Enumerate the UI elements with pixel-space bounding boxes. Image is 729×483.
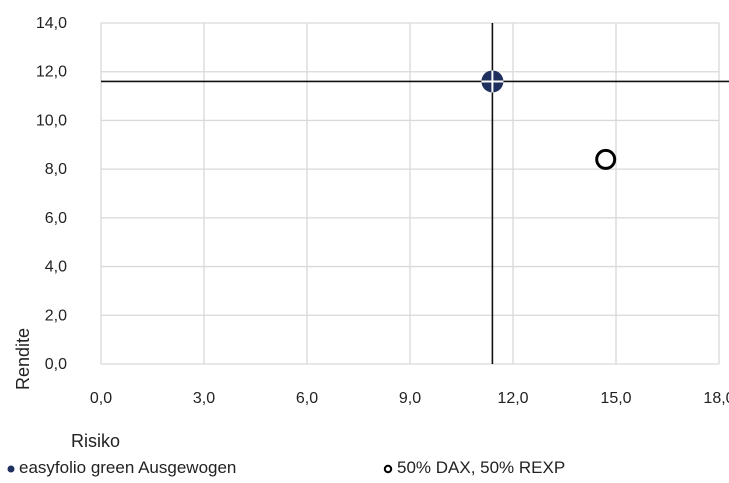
legend-label-series-2: 50% DAX, 50% REXP (397, 458, 566, 477)
y-tick-label: 0,0 (45, 356, 67, 373)
y-tick-labels: 0,0 2,0 4,0 6,0 8,0 10,0 12,0 14,0 (36, 15, 67, 373)
legend-label-series-1: easyfolio green Ausgewogen (19, 458, 237, 477)
y-tick-label: 8,0 (45, 161, 67, 178)
y-axis-title: Rendite (13, 328, 33, 390)
x-tick-label: 3,0 (193, 390, 215, 407)
y-tick-label: 6,0 (45, 210, 67, 227)
data-points (481, 70, 617, 170)
open-circle-icon (383, 464, 393, 473)
gridlines (100, 22, 720, 365)
legend-item-series-2: 50% DAX, 50% REXP (383, 458, 565, 478)
legend: easyfolio green Ausgewogen 50% DAX, 50% … (6, 458, 726, 480)
y-tick-label: 12,0 (36, 64, 67, 81)
x-axis-title: Risiko (71, 431, 120, 451)
x-tick-labels: 0,0 3,0 6,0 9,0 12,0 15,0 18,0 (90, 390, 729, 407)
y-tick-label: 2,0 (45, 307, 67, 324)
data-point-series-2 (595, 148, 617, 170)
y-tick-label: 10,0 (36, 112, 67, 129)
x-tick-label: 9,0 (399, 390, 421, 407)
x-tick-label: 15,0 (600, 390, 631, 407)
filled-circle-icon (7, 465, 15, 473)
x-tick-label: 6,0 (296, 390, 318, 407)
x-tick-label: 12,0 (497, 390, 528, 407)
y-tick-label: 4,0 (45, 259, 67, 276)
y-tick-label: 14,0 (36, 15, 67, 32)
legend-item-series-1: easyfolio green Ausgewogen (6, 458, 236, 478)
x-tick-label: 18,0 (703, 390, 729, 407)
x-tick-label: 0,0 (90, 390, 112, 407)
crosshair-lines (101, 23, 729, 364)
